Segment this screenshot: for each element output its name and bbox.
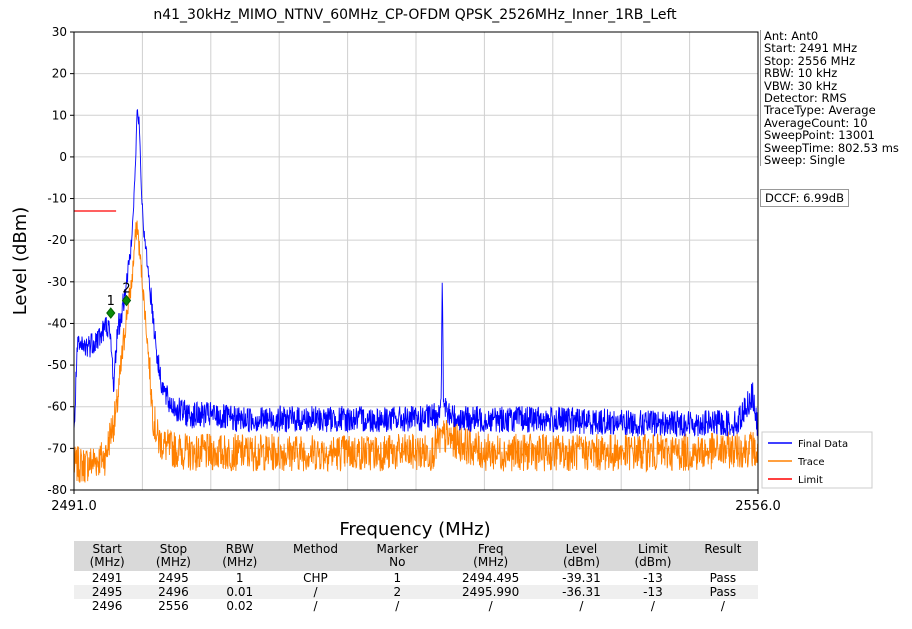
y-axis-ticks: 30 20 10 0 -10 -20 -30 -40 -50 -60 -70 -80 [47, 25, 74, 497]
x-tick-label-0: 2491.0 [51, 499, 97, 514]
table-row: 2495 2496 0.01/2 2495.990 -36.31 -13 Pass [74, 585, 758, 599]
table-cell: -36.31 [544, 585, 619, 599]
y-tick-label-0: 30 [52, 25, 67, 39]
table-cell: 2491 [74, 571, 141, 585]
table-header-row: Start (MHz) Stop (MHz) RBW (MHz) Method Marker… [74, 541, 758, 571]
table-cell: 2495.990 [436, 585, 545, 599]
marker-1 [106, 307, 116, 319]
x-axis-label: Frequency (MHz) [339, 519, 490, 540]
table-cell: 1 [206, 571, 273, 585]
legend-label-1: Trace [797, 457, 825, 468]
info-line-1: Start: 2491 MHz [764, 41, 858, 56]
table-cell: 0.02 [206, 599, 273, 613]
y-tick-label-6: -30 [47, 275, 67, 289]
x-axis-ticks: 2491.0 2556.0 [51, 490, 781, 514]
legend: Final Data Trace Limit [761, 431, 873, 489]
info-line-8: SweepPoint: 13001 [764, 128, 875, 143]
y-tick-label-3: 0 [59, 150, 67, 164]
table-cell: / [358, 599, 437, 613]
y-tick-label-7: -40 [47, 316, 67, 330]
table-cell: / [544, 599, 619, 613]
table-cell: / [272, 599, 359, 613]
table-cell: 0.01 [206, 585, 273, 599]
info-line-7: AverageCount: 10 [764, 115, 868, 130]
chart-title: n41_30kHz_MIMO_NTNV_60MHz_CP-OFDM QPSK_2… [153, 7, 677, 23]
table-header-7: Limit (dBm) [618, 541, 688, 571]
table-cell: 1 [358, 571, 437, 585]
table-cell: / [618, 599, 688, 613]
plot-frame [73, 31, 759, 491]
marker-layer: 12 [106, 282, 132, 319]
series-line-final-data [73, 109, 759, 444]
table-header-2: RBW (MHz) [206, 541, 273, 571]
table-cell: -13 [618, 571, 688, 585]
y-tick-label-1: 20 [52, 67, 67, 81]
x-tick-label-1: 2556.0 [735, 499, 781, 514]
table-cell: 2 [358, 585, 437, 599]
result-table: Start (MHz) Stop (MHz) RBW (MHz) Method Marker… [74, 541, 758, 613]
table-cell: Pass [687, 571, 758, 585]
table-header-0: Start (MHz) [74, 541, 141, 571]
info-line-2: Stop: 2556 MHz [764, 53, 856, 68]
dccf-label: DCCF: 6.99dB [760, 189, 849, 207]
y-tick-label-9: -60 [47, 400, 67, 414]
y-axis-label: Level (dBm) [10, 207, 31, 316]
info-line-9: SweepTime: 802.53 ms [764, 140, 899, 155]
table-cell: -39.31 [544, 571, 619, 585]
table-cell: -13 [618, 585, 688, 599]
table-cell: / [687, 599, 758, 613]
table-header-5: Freq (MHz) [436, 541, 545, 571]
table-cell: / [436, 599, 545, 613]
table-cell: / [272, 585, 359, 599]
info-line-4: VBW: 30 kHz [764, 78, 838, 93]
measurement-info: Ant: Ant0 Start: 2491 MHz Stop: 2556 MHz RB… [760, 30, 912, 166]
info-line-3: RBW: 10 kHz [764, 66, 838, 81]
table-header-1: Stop (MHz) [140, 541, 207, 571]
table-cell: 2496 [74, 599, 141, 613]
marker-label-1: 1 [107, 294, 115, 309]
table-cell: 2496 [140, 585, 207, 599]
series-layer [73, 109, 759, 483]
series-line-trace [73, 220, 759, 483]
table-header-6: Level (dBm) [544, 541, 619, 571]
table-header-8: Result [687, 541, 758, 571]
info-line-6: TraceType: Average [764, 103, 876, 118]
legend-label-0: Final Data [798, 439, 848, 450]
spectrum-chart: n41_30kHz_MIMO_NTNV_60MHz_CP-OFDM QPSK_2… [10, 7, 873, 540]
table-header-4: Marker No [358, 541, 437, 571]
table-cell: CHP [272, 571, 359, 585]
table-row: 2491 2495 1 CHP 1 2494.495 -39.31 -13 Pass [74, 571, 758, 585]
marker-2 [121, 294, 132, 307]
table-cell: Pass [687, 585, 758, 599]
table-body: 2491 2495 1 CHP 1 2494.495 -39.31 -13 Pass 2495 24… [74, 571, 758, 613]
table-row: 2496 2556 0.02// / / / / [74, 599, 758, 613]
info-line-5: Detector: RMS [764, 91, 847, 106]
legend-label-2: Limit [798, 475, 823, 486]
table-cell: 2556 [140, 599, 207, 613]
y-tick-label-4: -10 [47, 192, 67, 206]
y-tick-label-2: 10 [52, 108, 67, 122]
info-line-0: Ant: Ant0 [764, 29, 819, 43]
y-tick-label-10: -70 [47, 441, 67, 455]
y-tick-label-11: -80 [47, 483, 67, 497]
table-cell: 2494.495 [436, 571, 545, 585]
y-tick-label-8: -50 [47, 358, 67, 372]
table-cell: 2495 [140, 571, 207, 585]
marker-label-2: 2 [122, 282, 130, 297]
info-line-10: Sweep: Single [764, 153, 846, 168]
table-header-3: Method [272, 541, 359, 571]
table-cell: 2495 [74, 585, 141, 599]
y-tick-label-5: -20 [47, 233, 67, 247]
